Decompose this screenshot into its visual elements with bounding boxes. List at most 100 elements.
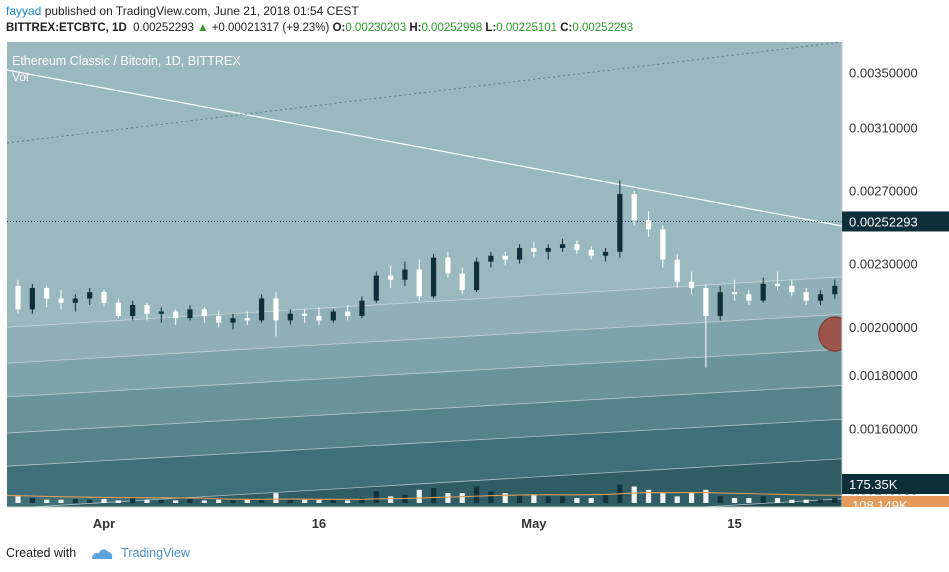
channel-bands <box>7 42 842 507</box>
candle-body <box>15 285 21 310</box>
candle-body <box>588 249 594 256</box>
publish-line: fayyad published on TradingView.com, Jun… <box>6 4 359 18</box>
trend-lines <box>7 42 842 227</box>
candle-body <box>402 269 408 280</box>
volume-bar <box>230 500 236 503</box>
candle-body <box>746 294 752 301</box>
y-tick-label: 0.00350000 <box>849 66 918 81</box>
volume-bar <box>731 498 738 503</box>
y-tick-label: 0.00160000 <box>849 422 918 437</box>
volume-bar <box>588 498 594 503</box>
publish-text: published on TradingView.com, June 21, 2… <box>41 4 359 18</box>
candle-body <box>216 315 222 323</box>
y-tick-label: 0.00230000 <box>849 257 918 272</box>
volume-bar <box>72 499 78 503</box>
volume-bar <box>473 486 480 503</box>
candle-body <box>488 255 494 262</box>
volume-bar <box>631 486 637 503</box>
candle-body <box>717 292 723 316</box>
descending-trendline <box>7 69 842 227</box>
volume-bar <box>832 498 838 503</box>
tradingview-link[interactable]: TradingView <box>121 546 190 560</box>
price-axis[interactable] <box>842 42 949 507</box>
candle-body <box>44 287 50 299</box>
candle-body <box>316 315 322 321</box>
candle-body <box>760 283 766 301</box>
candle-body <box>516 248 523 260</box>
low-value: 0.00225101 <box>496 22 558 34</box>
candle-body <box>29 287 35 310</box>
channel-line <box>7 348 842 398</box>
candle-body <box>115 302 121 316</box>
channel-line <box>7 385 842 434</box>
candle-body <box>359 300 365 316</box>
candle-body <box>259 298 265 321</box>
volume-bar <box>187 499 193 503</box>
volume-label: Vol <box>12 70 29 84</box>
candle-body <box>273 298 279 321</box>
volume-bar <box>373 491 379 503</box>
volume-bar <box>516 494 523 503</box>
candle-body <box>703 287 709 316</box>
candle-body <box>774 283 781 286</box>
candle-body <box>531 248 537 252</box>
volume-bar <box>287 499 293 503</box>
volume-bar <box>803 499 809 503</box>
time-axis[interactable] <box>7 507 842 537</box>
candle-body <box>803 292 809 301</box>
candle-body <box>817 294 824 301</box>
price-value: 0.00252293 <box>133 22 194 34</box>
candle-body <box>574 244 580 250</box>
last-volume-tag <box>842 474 949 494</box>
candle-body <box>459 273 465 291</box>
y-tick-label: 0.00180000 <box>849 368 918 383</box>
candle-body <box>789 285 795 293</box>
volume-bar <box>29 498 35 503</box>
last-price-tag <box>842 211 949 232</box>
volume-bar <box>130 498 136 503</box>
volume-bar <box>545 496 551 503</box>
x-tick-label: May <box>521 516 547 531</box>
candle-body <box>602 251 609 256</box>
open-label: O: <box>332 22 346 34</box>
volume-bar <box>760 496 766 503</box>
candle-body <box>388 275 394 280</box>
candle-body <box>473 261 480 291</box>
y-tick-label: 0.00310000 <box>849 121 918 136</box>
volume-bar <box>244 499 250 503</box>
candle-body <box>445 257 451 274</box>
created-with-text: Created with <box>6 546 77 560</box>
candles <box>1 180 838 368</box>
candle-body <box>545 248 551 252</box>
volume-bar <box>531 494 537 503</box>
open-value: 0.00230203 <box>345 22 407 34</box>
symbol-label: BITTREX:ETCBTC, 1D <box>6 22 127 34</box>
volume-bar <box>359 498 365 503</box>
volume-bar <box>15 496 21 503</box>
high-value: 0.00252998 <box>421 22 483 34</box>
volume-bar <box>101 499 107 503</box>
volume-bar <box>430 488 437 503</box>
candle-body <box>345 311 351 316</box>
candle-body <box>87 292 93 299</box>
volume-bar <box>330 499 336 503</box>
candle-body <box>144 304 150 314</box>
volume-bar <box>602 494 609 503</box>
volume-bar <box>1 500 6 503</box>
candle-body <box>130 304 136 316</box>
volume-bar <box>445 493 451 503</box>
candle-body <box>173 311 179 319</box>
volume-bar <box>158 499 164 503</box>
volume-bar <box>774 498 781 503</box>
volume-bar <box>746 498 752 503</box>
candle-body <box>302 313 308 316</box>
candle-body <box>731 292 738 295</box>
high-label: H: <box>409 22 422 34</box>
volume-ma-tag <box>842 496 949 507</box>
x-tick-label: Apr <box>93 516 115 531</box>
volume-bar <box>87 499 93 503</box>
y-tick-label: 0.00200000 <box>849 320 918 335</box>
author-link[interactable]: fayyad <box>6 4 42 18</box>
candle-body <box>1 282 6 286</box>
